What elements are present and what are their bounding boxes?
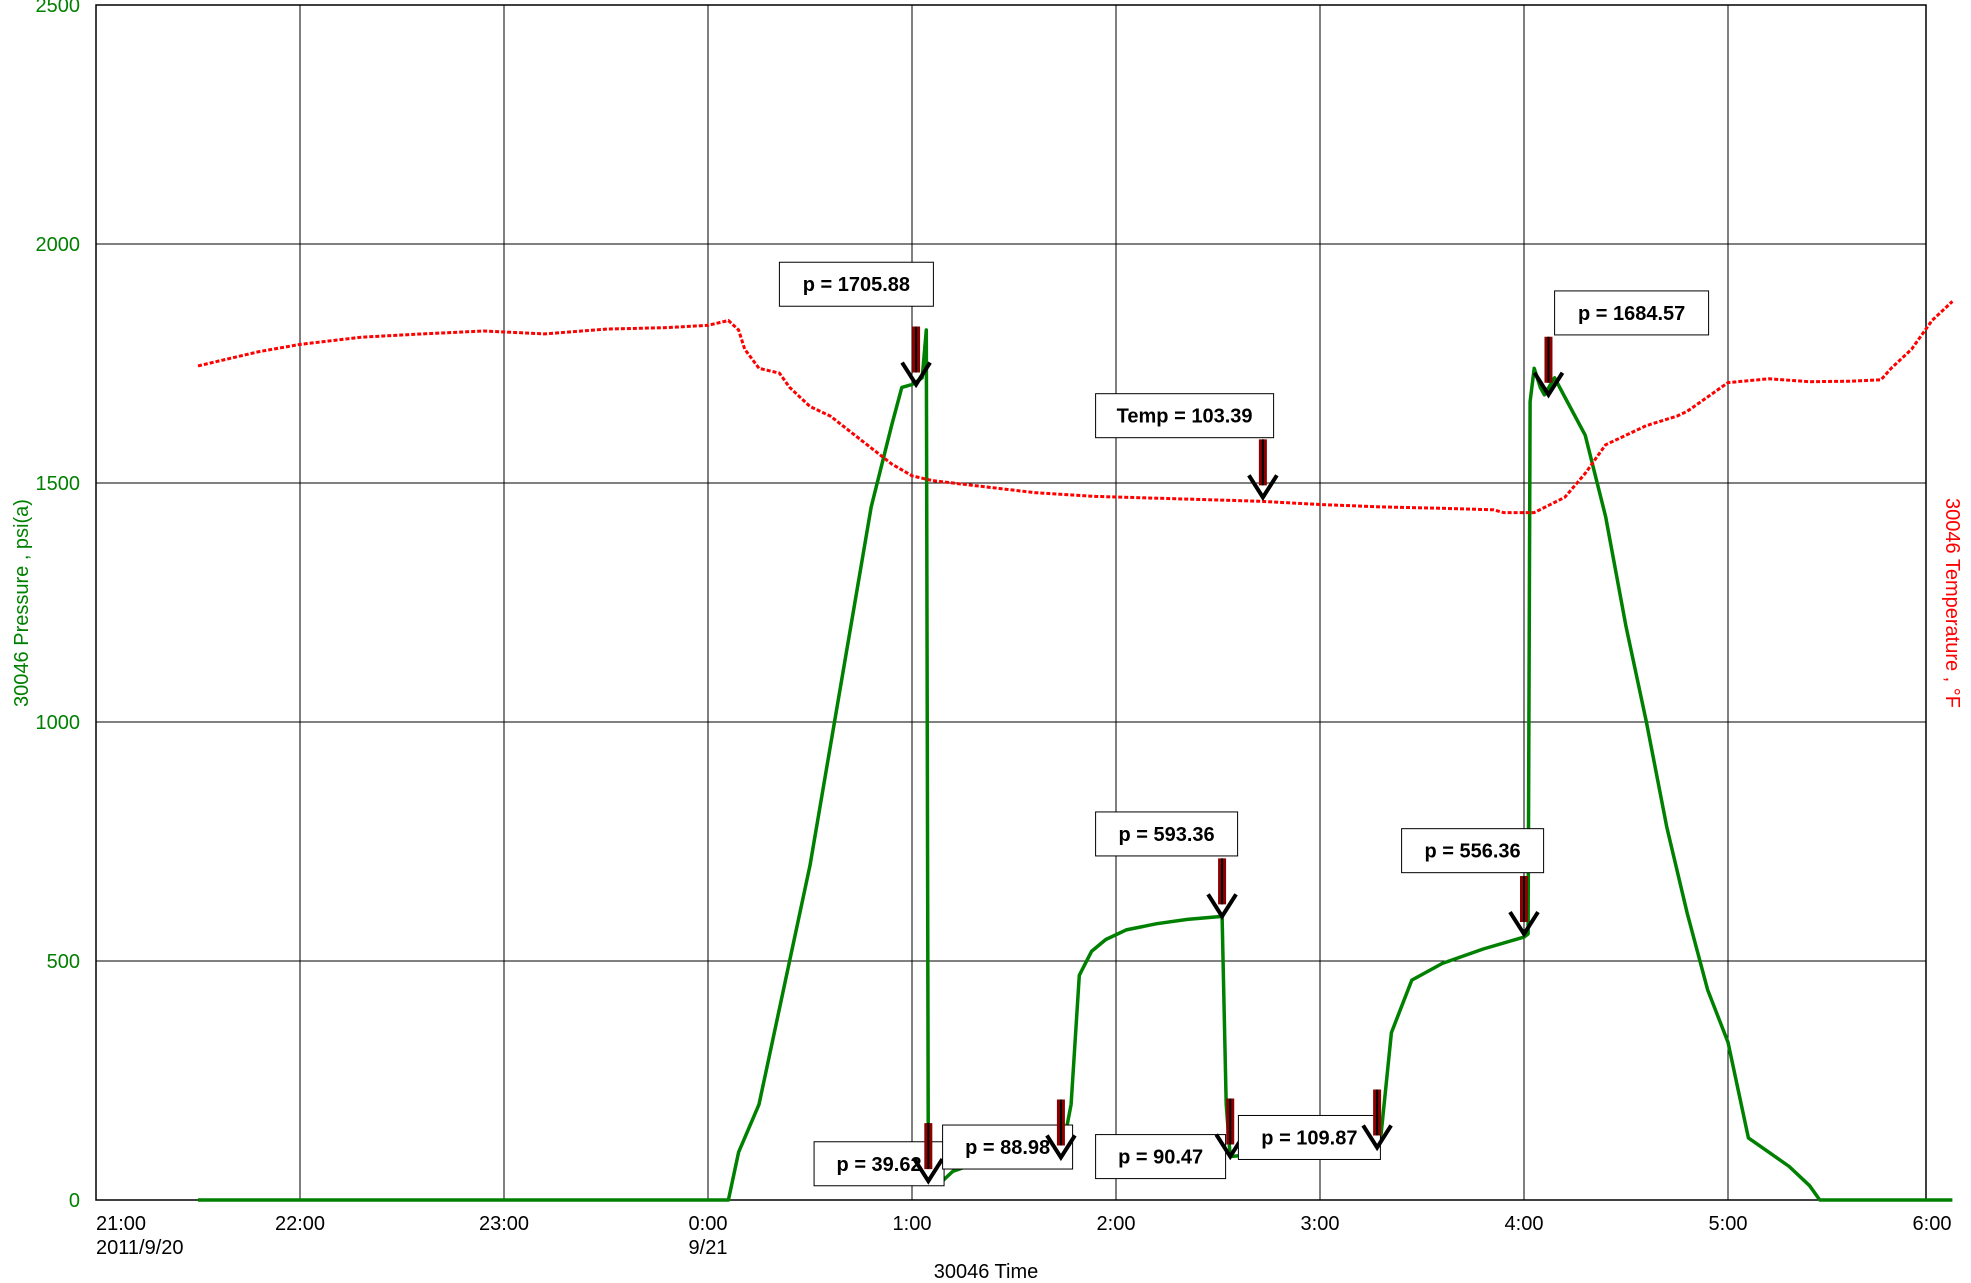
annotation-box — [813, 1141, 945, 1187]
annotation-label: p = 90.47 — [1118, 1147, 1203, 1169]
annotation-label: p = 109.87 — [1261, 1127, 1357, 1149]
annotation-label: p = 88.98 — [965, 1137, 1050, 1159]
annotation-label: p = 1705.88 — [803, 274, 910, 296]
y-tick-label: 2500 — [36, 0, 81, 17]
annotation-label: p = 556.36 — [1425, 841, 1521, 863]
temperature-series-line — [197, 300, 1954, 515]
y-tick-label: 2000 — [36, 234, 81, 256]
annotation-box — [1401, 828, 1545, 874]
annotation: p = 556.36 — [1401, 828, 1545, 938]
annotation-box — [942, 1124, 1074, 1170]
grid-lines — [96, 5, 1926, 1200]
annotation-arrow-head — [1361, 1124, 1393, 1152]
annotation: p = 90.47 — [1095, 1098, 1246, 1180]
y-tick-labels: 0 500 1000 1500 2000 2500 — [36, 0, 81, 1212]
x-tick-label: 2:00 — [1097, 1213, 1136, 1235]
annotation-label: Temp = 103.39 — [1117, 406, 1253, 428]
x-tick-label: 1:00 — [893, 1213, 932, 1235]
annotation-box — [1095, 811, 1239, 857]
annotation-label: p = 1684.57 — [1578, 303, 1685, 325]
plot-area — [95, 4, 1927, 1201]
annotation: p = 1684.57 — [1532, 290, 1710, 399]
annotation: Temp = 103.39 — [1095, 393, 1279, 502]
x-axis-title: 30046 Time — [934, 1261, 1039, 1283]
annotation-arrow-head — [1206, 893, 1238, 921]
x-tick-label: 6:00 — [1913, 1213, 1952, 1235]
annotation-arrow-head — [1532, 371, 1565, 399]
annotation-box — [778, 261, 934, 307]
x-tick-label: 0:00 — [689, 1213, 728, 1235]
x-tick-sublabel: 9/21 — [689, 1237, 728, 1259]
x-tick-label: 3:00 — [1301, 1213, 1340, 1235]
annotations-layer: p = 1705.88 p = 39.62 p = 88.98 Temp = 103.… — [778, 261, 1710, 1187]
y-tick-label: 500 — [47, 951, 80, 973]
x-tick-label: 21:00 — [96, 1213, 146, 1235]
annotation: p = 88.98 — [942, 1099, 1077, 1170]
annotation-box — [1095, 1134, 1227, 1180]
annotation-arrow-head — [1247, 474, 1279, 502]
y-tick-label: 1500 — [36, 473, 81, 495]
x-tick-sublabel: 2011/9/20 — [96, 1237, 184, 1259]
annotation-arrow-head — [1045, 1134, 1077, 1162]
annotation: p = 1705.88 — [778, 261, 934, 389]
y-axis-left-title: 30046 Pressure , psi(a) — [11, 499, 33, 707]
annotation-arrow-head — [1508, 910, 1540, 938]
x-tick-label: 5:00 — [1709, 1213, 1748, 1235]
y-tick-label: 0 — [69, 1190, 80, 1212]
y-tick-label: 1000 — [36, 712, 81, 734]
annotation-arrow-head — [912, 1157, 945, 1185]
annotation: p = 593.36 — [1095, 811, 1239, 921]
x-tick-label: 22:00 — [275, 1213, 325, 1235]
y-axis-right-title: 30046 Temperature , °F — [1941, 498, 1963, 708]
annotation-label: p = 39.62 — [837, 1154, 922, 1176]
annotation: p = 39.62 — [813, 1123, 945, 1187]
annotation-box — [1237, 1114, 1381, 1160]
x-tick-label: 4:00 — [1505, 1213, 1544, 1235]
annotation-label: p = 593.36 — [1119, 824, 1215, 846]
annotation-box — [1554, 290, 1710, 336]
x-tick-label: 23:00 — [479, 1213, 529, 1235]
annotation-box — [1095, 393, 1275, 439]
annotation-arrow-head — [900, 361, 932, 389]
annotation: p = 109.87 — [1237, 1089, 1393, 1160]
